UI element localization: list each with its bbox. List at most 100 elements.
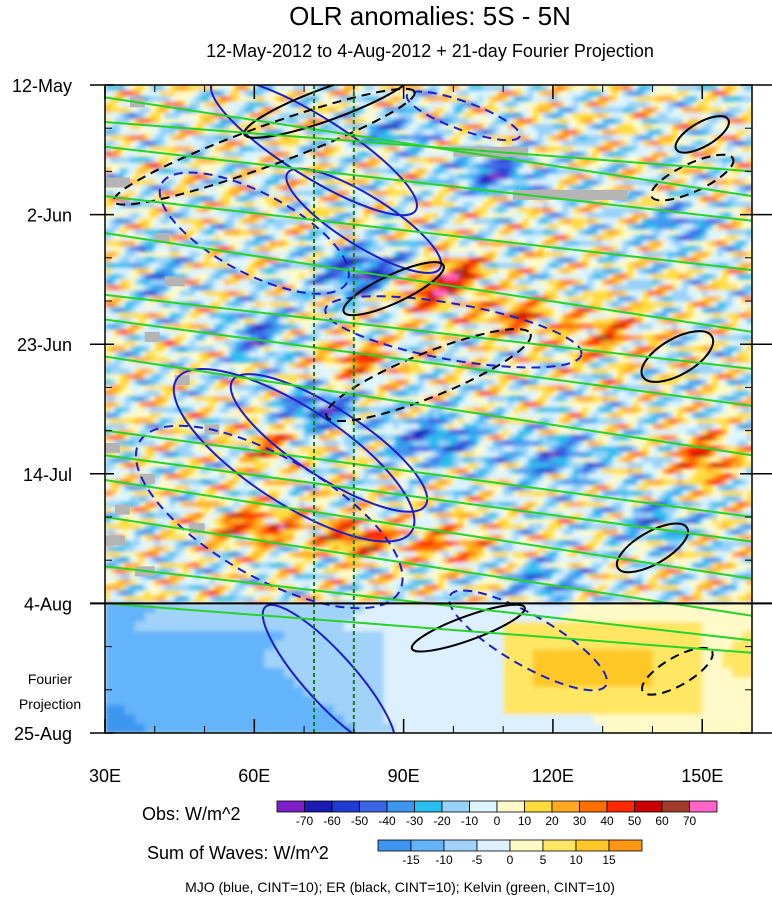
obs-cell xyxy=(274,279,280,285)
obs-cell xyxy=(199,429,205,435)
obs-cell xyxy=(403,323,409,330)
obs-cell xyxy=(418,168,424,174)
obs-cell xyxy=(244,596,250,602)
obs-cell xyxy=(259,107,265,113)
obs-cell xyxy=(134,484,141,491)
obs-cell xyxy=(249,329,255,335)
obs-cell xyxy=(309,501,315,508)
obs-cell xyxy=(204,90,210,97)
obs-cell xyxy=(269,85,275,91)
obs-cell xyxy=(333,462,340,469)
obs-cell xyxy=(279,462,285,469)
obs-cell xyxy=(159,257,165,263)
obs-cell xyxy=(269,479,275,485)
obs-cell xyxy=(319,290,325,297)
obs-cell xyxy=(194,384,200,391)
obs-cell xyxy=(304,218,310,224)
obs-cell xyxy=(110,140,116,147)
obs-cell xyxy=(259,418,265,424)
obs-cell xyxy=(319,373,325,380)
obs-cell xyxy=(413,579,419,585)
obs-cell xyxy=(110,551,116,558)
obs-cell xyxy=(329,557,335,563)
obs-cell xyxy=(358,468,364,474)
obs-cell xyxy=(423,323,429,330)
obs-cell xyxy=(413,279,419,285)
obs-cell xyxy=(398,434,404,441)
obs-cell xyxy=(264,334,270,341)
obs-cell xyxy=(124,429,131,435)
obs-cell xyxy=(199,534,205,541)
obs-cell xyxy=(115,546,121,552)
obs-cell xyxy=(199,218,205,224)
obs-cell xyxy=(378,357,384,363)
obs-cell xyxy=(115,129,121,135)
obs-cell xyxy=(279,579,285,585)
obs-cell xyxy=(373,462,379,469)
obs-cell xyxy=(403,379,409,385)
obs-cell xyxy=(110,401,116,408)
obs-cell xyxy=(289,512,295,519)
obs-cell xyxy=(219,262,225,269)
obs-cell xyxy=(144,273,150,280)
obs-cell xyxy=(159,423,165,430)
obs-cell xyxy=(249,557,255,563)
obs-cell xyxy=(259,523,265,530)
obs-cell xyxy=(383,484,389,491)
obs-cell xyxy=(219,590,225,596)
obs-cell xyxy=(343,235,350,241)
obs-cell xyxy=(129,218,136,224)
obs-cell xyxy=(353,179,359,185)
obs-cell xyxy=(353,512,359,519)
obs-cell xyxy=(269,140,275,147)
obs-cell xyxy=(284,290,290,297)
obs-cell xyxy=(164,312,170,319)
obs-cell xyxy=(144,201,150,208)
obs-cell xyxy=(194,268,200,274)
obs-cell xyxy=(338,262,345,269)
obs-cell xyxy=(304,229,310,235)
obs-cell xyxy=(393,207,399,213)
obs-cell xyxy=(304,540,310,547)
obs-cell xyxy=(154,246,160,252)
obs-cell xyxy=(159,379,165,385)
obs-cell xyxy=(154,196,160,202)
obs-cell xyxy=(338,179,345,185)
obs-cell xyxy=(164,584,170,591)
obs-cell xyxy=(244,246,250,252)
obs-cell xyxy=(124,501,131,508)
obs-cell xyxy=(124,401,131,408)
obs-cell xyxy=(179,501,185,508)
obs-cell xyxy=(319,468,325,474)
obs-cell xyxy=(348,457,355,463)
obs-cell xyxy=(363,340,369,347)
obs-cell xyxy=(129,523,136,530)
obs-cell xyxy=(279,507,285,513)
obs-cell xyxy=(134,140,141,147)
obs-cell xyxy=(333,207,340,213)
obs-cell xyxy=(378,584,384,591)
obs-cell xyxy=(204,540,210,547)
obs-cell xyxy=(269,423,275,430)
obs-cell xyxy=(299,334,305,341)
obs-cell xyxy=(209,312,215,319)
obs-cell xyxy=(348,540,355,547)
obs-cell xyxy=(204,518,210,524)
obs-cell xyxy=(159,129,165,135)
obs-cell xyxy=(149,518,155,524)
obs-cell xyxy=(149,384,155,391)
obs-cell xyxy=(279,407,285,413)
obs-cell xyxy=(338,357,345,363)
obs-cell xyxy=(274,235,280,241)
obs-cell xyxy=(329,118,335,124)
obs-cell xyxy=(199,318,205,324)
obs-cell xyxy=(279,262,285,269)
obs-cell xyxy=(179,540,185,547)
obs-cell xyxy=(378,90,384,97)
obs-cell xyxy=(413,423,419,430)
obs-cell xyxy=(289,257,295,263)
obs-cell xyxy=(224,546,230,552)
obs-cell xyxy=(373,318,379,324)
obs-cell xyxy=(393,401,399,408)
obs-cell xyxy=(314,329,320,335)
